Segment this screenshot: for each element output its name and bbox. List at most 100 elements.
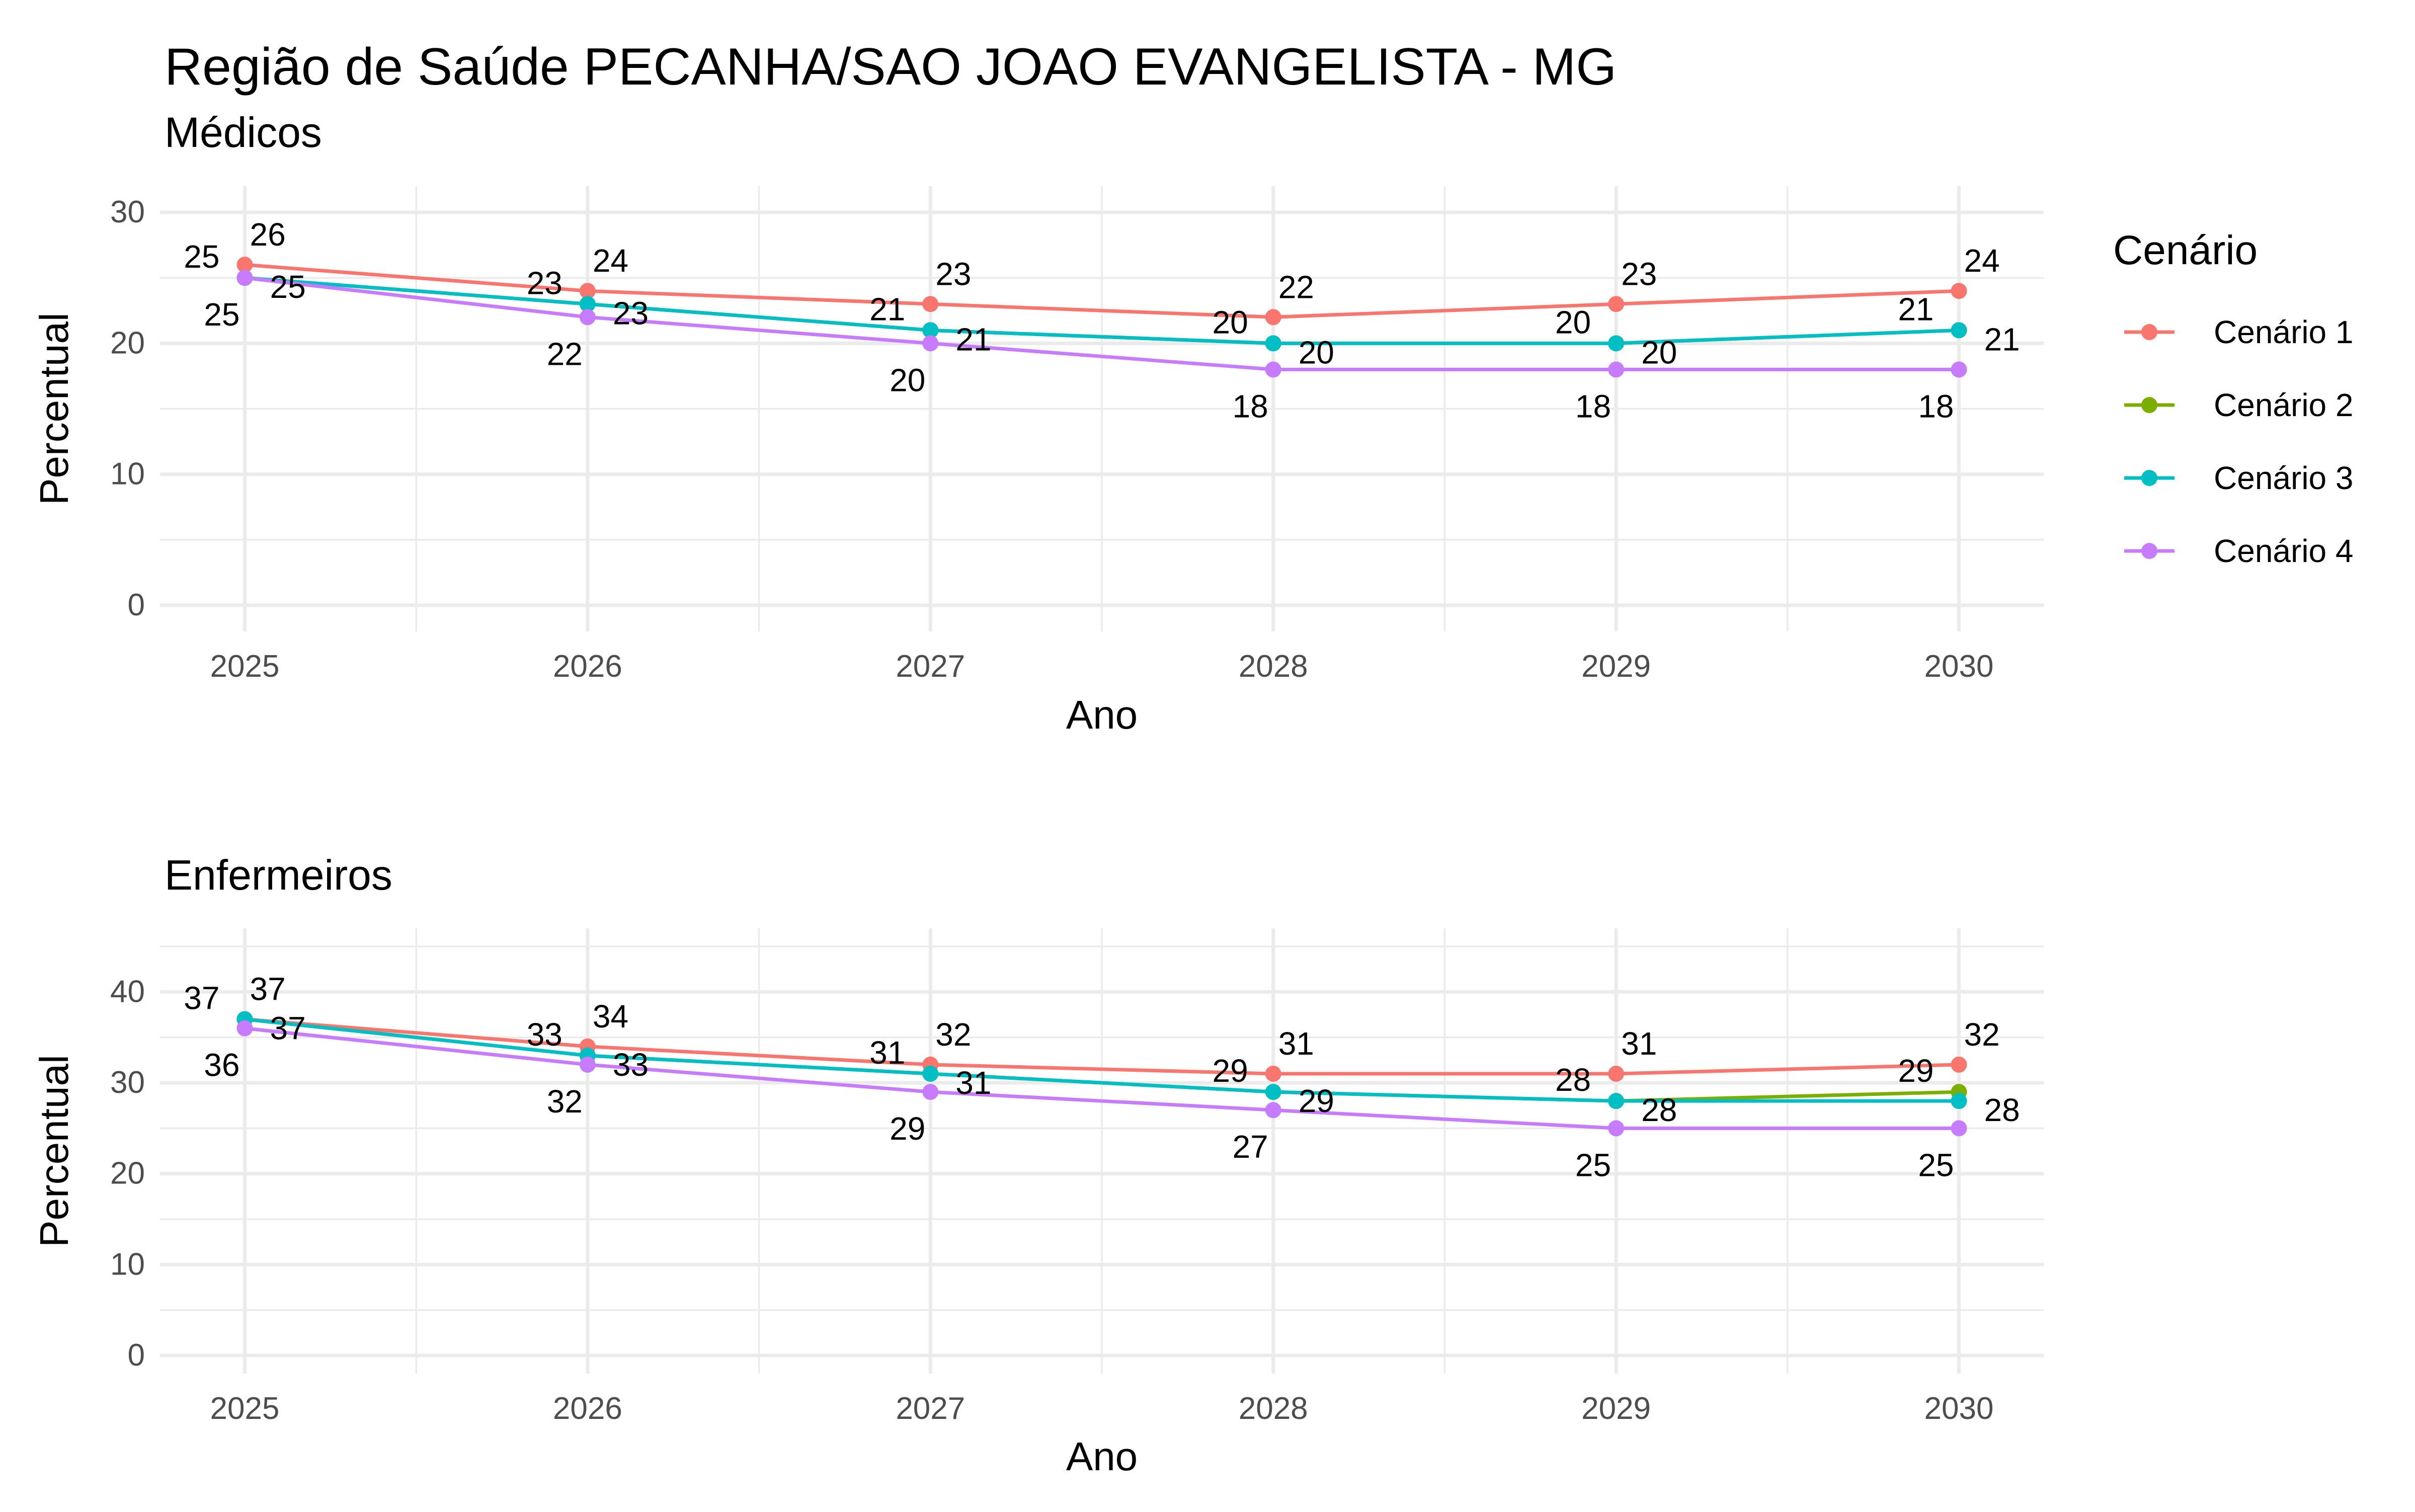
y-tick-label: 30	[110, 195, 145, 229]
data-label: 20	[1299, 334, 1334, 370]
legend-key-point	[2141, 324, 2157, 340]
data-label: 32	[1964, 1016, 2000, 1053]
data-label: 24	[1964, 243, 2000, 279]
y-axis-label: Percentual	[32, 312, 76, 505]
y-tick-label: 0	[128, 588, 145, 622]
series-line	[245, 263, 1959, 319]
data-point	[1265, 1084, 1281, 1100]
y-tick-label: 40	[110, 974, 145, 1009]
data-label: 22	[1278, 269, 1314, 305]
panel-subtitle: Médicos	[165, 109, 322, 156]
x-tick-label: 2027	[896, 1391, 965, 1426]
data-point	[922, 296, 939, 312]
data-labels: 37 34 32 31 31 32 37 33 31 29 28 29 37 33 31 29 28 28 36 32…	[184, 971, 2020, 1183]
data-point	[1608, 1120, 1625, 1137]
data-label: 31	[869, 1034, 905, 1071]
data-point	[1265, 309, 1281, 326]
y-axis-label: Percentual	[32, 1055, 76, 1247]
x-axis-label: Ano	[1066, 1434, 1138, 1479]
data-point	[1951, 361, 1967, 378]
panel-subtitle: Enfermeiros	[165, 851, 392, 899]
data-label: 29	[890, 1110, 925, 1147]
data-point	[1265, 1065, 1281, 1082]
data-label: 23	[613, 295, 649, 331]
x-tick-label: 2026	[553, 649, 622, 684]
series-line	[245, 1017, 1959, 1103]
data-label: 25	[1918, 1147, 1954, 1183]
legend-title: Cenário	[2113, 227, 2258, 273]
data-label: 28	[1555, 1062, 1591, 1098]
legend-key-point	[2141, 397, 2157, 413]
data-label: 33	[613, 1047, 649, 1083]
x-tick-label: 2030	[1924, 649, 1994, 684]
legend-item-cenario-1: Cenário 1	[2124, 314, 2354, 350]
data-label: 28	[1984, 1092, 2020, 1128]
data-point	[922, 1084, 939, 1100]
data-label: 29	[1213, 1053, 1248, 1089]
x-tick-label: 2028	[1239, 1391, 1308, 1426]
data-label: 31	[955, 1065, 991, 1101]
data-label: 25	[184, 238, 219, 275]
data-label: 20	[1213, 304, 1248, 340]
data-label: 32	[935, 1016, 971, 1053]
data-label: 18	[1233, 388, 1268, 424]
data-label: 20	[1555, 304, 1591, 340]
y-tick-label: 10	[110, 1247, 145, 1282]
data-point	[1951, 1120, 1967, 1137]
data-point	[236, 1020, 253, 1037]
x-tick-label: 2029	[1581, 1391, 1651, 1426]
data-point	[1608, 335, 1625, 352]
data-point	[1608, 1065, 1625, 1082]
series-cenario-3	[236, 1011, 1967, 1109]
data-label: 25	[204, 296, 239, 333]
data-label: 29	[1898, 1053, 1934, 1089]
y-tick-label: 0	[128, 1338, 145, 1373]
gridlines	[160, 186, 2044, 631]
legend-key-point	[2141, 543, 2157, 559]
chart-title: Região de Saúde PECANHA/SAO JOAO EVANGEL…	[165, 38, 1617, 96]
series-line	[245, 276, 1959, 345]
series-line	[245, 276, 1959, 371]
data-point	[1608, 296, 1625, 312]
data-point	[922, 322, 939, 339]
data-point	[922, 1065, 939, 1082]
data-point	[1951, 283, 1967, 299]
series-cenario-4	[236, 270, 1967, 378]
data-point	[1265, 335, 1281, 352]
data-label: 21	[869, 291, 905, 327]
gridlines	[160, 928, 2044, 1374]
data-point	[579, 309, 596, 326]
data-label: 37	[184, 980, 219, 1016]
legend-item-cenario-4: Cenário 4	[2124, 533, 2354, 569]
data-label: 21	[1984, 321, 2020, 357]
data-label: 25	[270, 269, 305, 305]
data-point	[236, 270, 253, 286]
data-label: 18	[1918, 388, 1954, 424]
data-point	[236, 257, 253, 273]
x-tick-label: 2025	[210, 649, 280, 684]
data-label: 21	[955, 321, 991, 357]
data-point	[1951, 1056, 1967, 1073]
data-label: 36	[204, 1047, 239, 1083]
data-label: 25	[1575, 1147, 1611, 1183]
data-label: 28	[1641, 1092, 1677, 1128]
series-line	[245, 1017, 1959, 1076]
x-tick-label: 2030	[1924, 1391, 1994, 1426]
x-tick-label: 2029	[1581, 649, 1651, 684]
legend-key-point	[2141, 470, 2157, 486]
data-point	[1265, 361, 1281, 378]
legend-item-label: Cenário 3	[2214, 460, 2354, 496]
data-labels: 26 24 23 22 23 24 25 23 21 20 20 21 25 23 21 20 20 21 25 22…	[184, 216, 2020, 424]
data-label: 24	[593, 243, 628, 279]
data-label: 22	[547, 336, 583, 372]
data-label: 21	[1898, 291, 1934, 327]
data-label: 23	[1621, 256, 1657, 292]
data-label: 26	[250, 216, 285, 253]
legend: Cenário Cenário 1 Cenário 2 Cenário 3 Cenári…	[2113, 227, 2354, 569]
x-tick-label: 2028	[1239, 649, 1308, 684]
